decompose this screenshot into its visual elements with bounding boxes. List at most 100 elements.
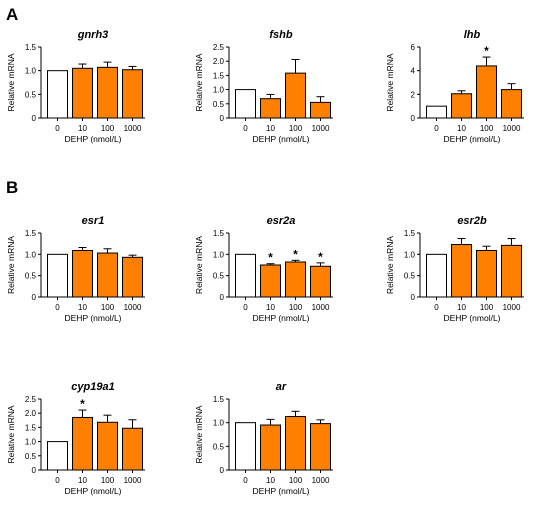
y-axis-label: Relative mRNA — [6, 236, 16, 294]
y-tick-label: 0 — [411, 293, 416, 302]
y-tick-label: 1.0 — [25, 67, 37, 76]
bar-1000 — [501, 244, 522, 298]
bar-100 — [476, 65, 497, 119]
panel-label-b: B — [6, 178, 18, 197]
y-tick-label: 1.5 — [404, 229, 416, 238]
x-tick-label: 10 — [78, 303, 87, 312]
x-axis-label: DEHP (nmol/L) — [444, 313, 501, 323]
x-tick-label: 100 — [101, 303, 115, 312]
y-axis-label: Relative mRNA — [385, 236, 395, 294]
bar-0 — [47, 253, 68, 298]
x-tick-label: 1000 — [312, 303, 330, 312]
x-tick-label: 1000 — [503, 303, 521, 312]
y-tick-label: 0 — [32, 293, 37, 302]
x-tick-label: 10 — [266, 303, 275, 312]
y-tick-label: 0 — [411, 114, 416, 123]
y-axis-label: Relative mRNA — [6, 53, 16, 111]
y-tick-label: 1.5 — [213, 395, 225, 404]
x-axis-label: DEHP (nmol/L) — [65, 486, 122, 496]
significance-star: * — [318, 250, 323, 264]
x-tick-label: 1000 — [503, 124, 521, 133]
significance-star: * — [484, 44, 489, 58]
bar-100 — [285, 416, 306, 471]
y-tick-label: 0 — [32, 114, 37, 123]
x-tick-label: 10 — [457, 124, 466, 133]
chart-title: cyp19a1 — [71, 381, 114, 393]
bar-100 — [285, 261, 306, 298]
bar-10 — [72, 249, 93, 298]
bar-1000 — [310, 423, 331, 471]
chart-title: esr2a — [267, 215, 296, 227]
y-axis-label: Relative mRNA — [194, 405, 204, 463]
y-tick-label: 2.0 — [25, 409, 37, 418]
bar-1000 — [310, 101, 331, 119]
y-tick-label: 0 — [220, 466, 225, 475]
y-axis-label: Relative mRNA — [385, 53, 395, 111]
bar-0 — [426, 105, 447, 119]
y-tick-label: 2 — [411, 90, 416, 99]
bar-10 — [451, 93, 472, 119]
y-tick-label: 0.5 — [404, 272, 416, 281]
x-axis-label: DEHP (nmol/L) — [253, 486, 310, 496]
x-tick-label: 100 — [289, 124, 303, 133]
y-tick-label: 1.0 — [404, 250, 416, 259]
y-tick-label: 1.5 — [25, 229, 37, 238]
bar-10 — [260, 264, 281, 298]
x-tick-label: 10 — [266, 476, 275, 485]
x-tick-label: 100 — [480, 124, 494, 133]
chart-title: esr2b — [457, 215, 487, 227]
bar-0 — [47, 70, 68, 119]
bar-0 — [235, 422, 256, 471]
bar-1000 — [122, 69, 143, 119]
significance-star: * — [293, 247, 298, 261]
y-tick-label: 0.5 — [213, 442, 225, 451]
chart-esr2b: esr2b 0 0.5 1.0 1.5 Relative mRNA 0 10 100 1000DE… — [385, 215, 524, 323]
y-tick-label: 0.5 — [25, 452, 37, 461]
x-axis-label: DEHP (nmol/L) — [253, 134, 310, 144]
x-axis-label: DEHP (nmol/L) — [65, 313, 122, 323]
x-tick-label: 100 — [480, 303, 494, 312]
y-axis-label: Relative mRNA — [194, 236, 204, 294]
x-tick-label: 0 — [243, 476, 248, 485]
y-tick-label: 1.0 — [25, 250, 37, 259]
chart-title: fshb — [269, 29, 293, 41]
y-tick-label: 0.5 — [25, 272, 37, 281]
x-tick-label: 0 — [55, 124, 60, 133]
y-tick-label: 1.5 — [25, 43, 37, 52]
y-tick-label: 0 — [220, 293, 225, 302]
y-tick-label: 1.5 — [213, 229, 225, 238]
bar-10 — [260, 424, 281, 471]
bar-1000 — [310, 265, 331, 298]
y-tick-label: 2.0 — [213, 57, 225, 66]
y-tick-label: 1.0 — [213, 86, 225, 95]
x-tick-label: 10 — [266, 124, 275, 133]
significance-star: * — [268, 251, 273, 265]
y-tick-label: 1.0 — [213, 250, 225, 259]
bar-0 — [426, 253, 447, 298]
y-tick-label: 0 — [32, 466, 37, 475]
x-tick-label: 1000 — [124, 303, 142, 312]
chart-esr1: esr1 0 0.5 1.0 1.5 Relative mRNA 0 10 100 1000DEH… — [6, 215, 145, 323]
x-tick-label: 1000 — [124, 476, 142, 485]
y-tick-label: 0.5 — [213, 100, 225, 109]
y-tick-label: 1.5 — [25, 423, 37, 432]
y-tick-label: 6 — [411, 43, 416, 52]
x-tick-label: 10 — [457, 303, 466, 312]
bar-100 — [285, 72, 306, 119]
x-tick-label: 1000 — [124, 124, 142, 133]
chart-title: gnrh3 — [77, 29, 109, 41]
bar-0 — [235, 253, 256, 298]
bar-0 — [47, 441, 68, 471]
x-tick-label: 0 — [243, 303, 248, 312]
y-tick-label: 2.5 — [25, 395, 37, 404]
y-tick-label: 1.5 — [213, 71, 225, 80]
x-tick-label: 0 — [55, 303, 60, 312]
significance-star: * — [80, 397, 85, 411]
x-tick-label: 100 — [289, 303, 303, 312]
y-tick-label: 4 — [411, 67, 416, 76]
chart-cyp19a1: cyp19a1 0 0.5 1.0 1.5 2.0 2.5 Relative mRNA 0 * 10… — [6, 381, 145, 496]
chart-title: esr1 — [82, 215, 105, 227]
bar-1000 — [122, 427, 143, 471]
x-tick-label: 1000 — [312, 476, 330, 485]
